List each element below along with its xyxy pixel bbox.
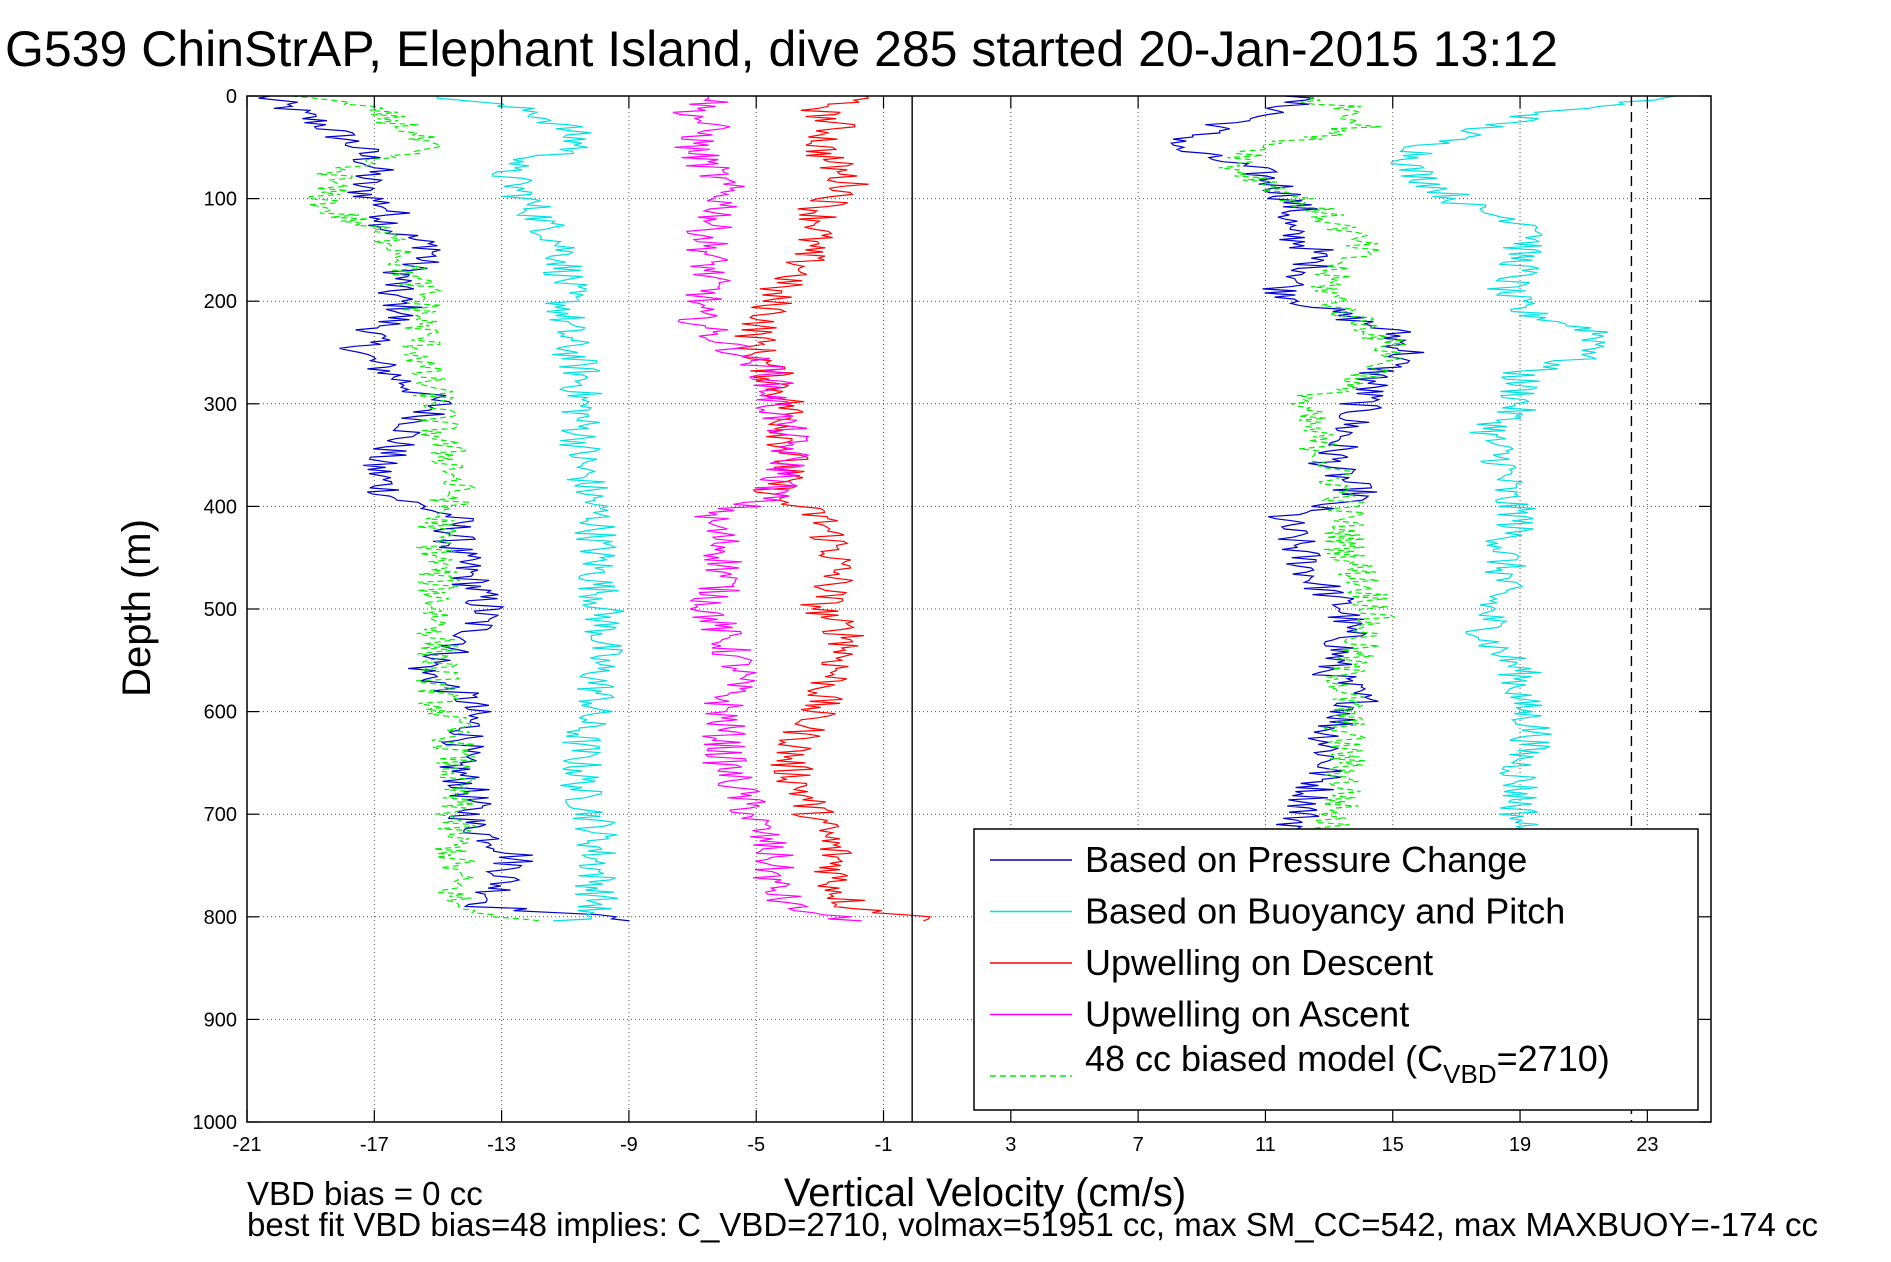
y-tick-label: 700 <box>204 804 237 826</box>
series-line-1-ascent <box>1390 95 1676 922</box>
series-layer <box>258 95 1676 922</box>
series-line-0-descent <box>258 95 630 922</box>
x-tick-label: 7 <box>1133 1134 1144 1156</box>
y-tick-label: 300 <box>204 394 237 416</box>
y-axis-label: Depth (m) <box>115 519 159 697</box>
series-line-4-descent <box>291 95 542 922</box>
y-axis-ticks: 0 100 200 300 400 500 600 700 800 900 1000 <box>193 86 1711 1134</box>
series-line-1-descent <box>436 95 625 922</box>
y-tick-label: 200 <box>204 291 237 313</box>
x-tick-label: -5 <box>747 1134 765 1156</box>
x-tick-label: -17 <box>360 1134 389 1156</box>
vbd-bias-note: VBD bias = 0 cc <box>247 1175 483 1212</box>
legend-label: Upwelling on Ascent <box>1085 994 1409 1035</box>
series-line-3-descent <box>672 95 862 922</box>
x-tick-label: 15 <box>1382 1134 1404 1156</box>
series-line-4-ascent <box>1218 95 1406 922</box>
y-tick-label: 400 <box>204 496 237 518</box>
y-tick-label: 900 <box>204 1009 237 1031</box>
legend-label: Based on Pressure Change <box>1085 839 1527 880</box>
y-tick-label: 500 <box>204 599 237 621</box>
x-axis-ticks: -21 -17 -13 -9 -5 -1 3 7 11 15 19 23 <box>233 96 1658 1156</box>
legend-label: Based on Buoyancy and Pitch <box>1085 891 1565 932</box>
x-tick-label: 19 <box>1509 1134 1531 1156</box>
x-tick-label: -1 <box>875 1134 893 1156</box>
legend-label: Upwelling on Descent <box>1085 942 1433 983</box>
x-tick-label: 11 <box>1255 1134 1276 1156</box>
best-fit-note: best fit VBD bias=48 implies: C_VBD=2710… <box>247 1206 1818 1243</box>
legend-box <box>973 828 1699 1111</box>
y-tick-label: 800 <box>204 907 237 929</box>
y-tick-label: 100 <box>204 189 237 211</box>
series-line-0-ascent <box>1169 95 1425 922</box>
y-tick-label: 1000 <box>193 1112 238 1134</box>
x-tick-label: -21 <box>233 1134 262 1156</box>
legend-label: 48 cc biased model (CVBD=2710) <box>1085 1038 1610 1089</box>
y-tick-label: 600 <box>204 702 237 724</box>
x-tick-label: 23 <box>1636 1134 1658 1156</box>
series-line-2-descent <box>734 95 931 922</box>
x-tick-label: -13 <box>487 1134 516 1156</box>
x-tick-label: -9 <box>620 1134 638 1156</box>
x-axis-label: Vertical Velocity (cm/s) <box>784 1171 1186 1215</box>
x-tick-label: 3 <box>1005 1134 1016 1156</box>
legend: Based on Pressure Change Based on Buoyanc… <box>973 828 1699 1111</box>
chart-title: G539 ChinStrAP, Elephant Island, dive 28… <box>5 21 1558 77</box>
y-tick-label: 0 <box>226 86 237 108</box>
